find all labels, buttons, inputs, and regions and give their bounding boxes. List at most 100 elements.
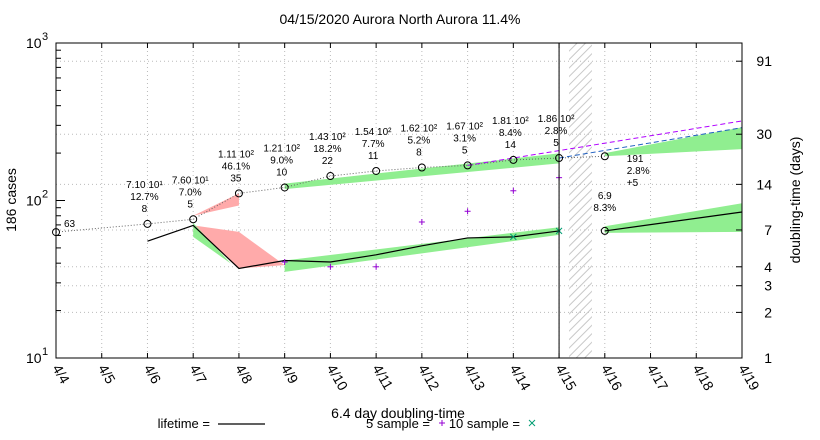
case-point [417, 163, 426, 172]
point-annotation: 63 [64, 219, 76, 230]
y2-tick-label: 7 [764, 222, 772, 238]
annotation-text: 18.2% [313, 144, 341, 155]
five-sample-point [464, 208, 471, 215]
case-point [600, 152, 609, 161]
annotation-text: +5 [627, 178, 639, 189]
y2-axis-label: doubling-time (days) [787, 137, 803, 264]
annotation-text: 5 [462, 145, 468, 156]
x-tick-label: 4/15 [552, 362, 580, 394]
projection-doubling-band [604, 203, 742, 233]
case-point [234, 189, 243, 198]
x-tick-label: 4/18 [690, 362, 718, 394]
x-tick-label: 4/5 [95, 362, 119, 387]
doubling-red-band [193, 225, 285, 269]
case-point [372, 166, 381, 175]
y2-tick-label: 91 [756, 53, 772, 69]
annotation-text: 8.4% [499, 128, 522, 139]
annotation-text: 5 [553, 138, 559, 149]
y-tick-label: 10 [26, 350, 42, 366]
y2-tick-label: 1 [764, 350, 772, 366]
x-tick-label: 4/12 [415, 362, 443, 394]
y2-tick-label: 30 [756, 126, 772, 142]
five-sample-point [418, 219, 425, 226]
annotation-text: 7.10 10¹ [126, 180, 163, 191]
annotation-text: 2.8% [627, 166, 650, 177]
series [52, 120, 743, 270]
x-tick-label: 4/7 [187, 362, 211, 387]
y2-tick-label: 14 [756, 176, 772, 192]
x-tick-label: 4/9 [278, 362, 302, 387]
legend: lifetime = 5 sample = 10 sample = [158, 416, 536, 431]
case-point [143, 219, 152, 228]
legend-entry: 5 sample = [366, 416, 445, 431]
x-tick-label: 4/14 [507, 362, 535, 394]
annotation-text: 1.62 10² [401, 124, 438, 135]
legend-entry: 10 sample = [449, 416, 536, 431]
annotation-text: 1.54 10² [355, 127, 392, 138]
y-tick-exponent: 2 [42, 189, 48, 201]
today-hatch [569, 43, 592, 358]
annotation-text: 8 [142, 204, 148, 215]
legend-label: 10 sample = [449, 416, 520, 431]
x-tick-label: 4/17 [644, 362, 672, 394]
grid [56, 43, 742, 358]
y2-tick-label: 4 [764, 259, 772, 275]
annotation-text: 1.81 10² [492, 116, 529, 127]
annotation-text: 12.7% [130, 192, 158, 203]
projection-mid-line [558, 127, 743, 159]
annotation-text: 1.86 10² [538, 114, 575, 125]
annotation-text: 5.2% [407, 136, 430, 147]
x-axis-label: 6.4 day doubling-time [331, 405, 465, 421]
y-tick-exponent: 3 [42, 31, 48, 43]
x-tick-label: 4/16 [598, 362, 626, 394]
legend-label: lifetime = [158, 416, 210, 431]
annotation-text: 1.21 10² [263, 143, 300, 154]
case-point [463, 161, 472, 170]
y-tick-label: 10 [26, 193, 42, 209]
annotation-text: 8.3% [593, 203, 616, 214]
five-sample-point [373, 263, 380, 270]
lifetime-line [147, 224, 560, 270]
y2-tick-label: 3 [764, 278, 772, 294]
annotation-text: 1.43 10² [309, 132, 346, 143]
annotation-text: 7.60 10¹ [172, 175, 209, 186]
annotation-text: 2.8% [545, 126, 568, 137]
projection-doubling-line [604, 211, 743, 232]
legend-entry: lifetime = [158, 416, 265, 431]
chart-title: 04/15/2020 Aurora North Aurora 11.4% [279, 11, 520, 27]
x-tick-label: 4/6 [141, 362, 165, 387]
annotation-text: 1.67 10² [446, 121, 483, 132]
annotation-text: 1.11 10² [218, 149, 255, 160]
x-tick-label: 4/8 [232, 362, 256, 387]
annotation-text: 5 [187, 199, 193, 210]
annotation-text: 10 [276, 167, 288, 178]
annotation-text: 6.9 [598, 191, 612, 202]
projection-doubling-point [600, 226, 609, 235]
annotation-text: 22 [322, 156, 334, 167]
y-tick-label: 10 [26, 35, 42, 51]
legend-x-swatch [528, 419, 536, 427]
annotation-text: 7.0% [179, 187, 202, 198]
annotation-text: 11 [368, 151, 379, 162]
annotation-text: 3.1% [453, 133, 476, 144]
case-point [280, 183, 289, 192]
plot-border [55, 42, 743, 359]
x-tick-label: 4/4 [49, 362, 73, 387]
cases-red-band [193, 193, 239, 216]
y2-tick-label: 2 [764, 304, 772, 320]
annotation-text: 46.1% [222, 161, 250, 172]
projection-high-line [467, 120, 743, 166]
x-tick-label: 4/13 [461, 362, 489, 394]
